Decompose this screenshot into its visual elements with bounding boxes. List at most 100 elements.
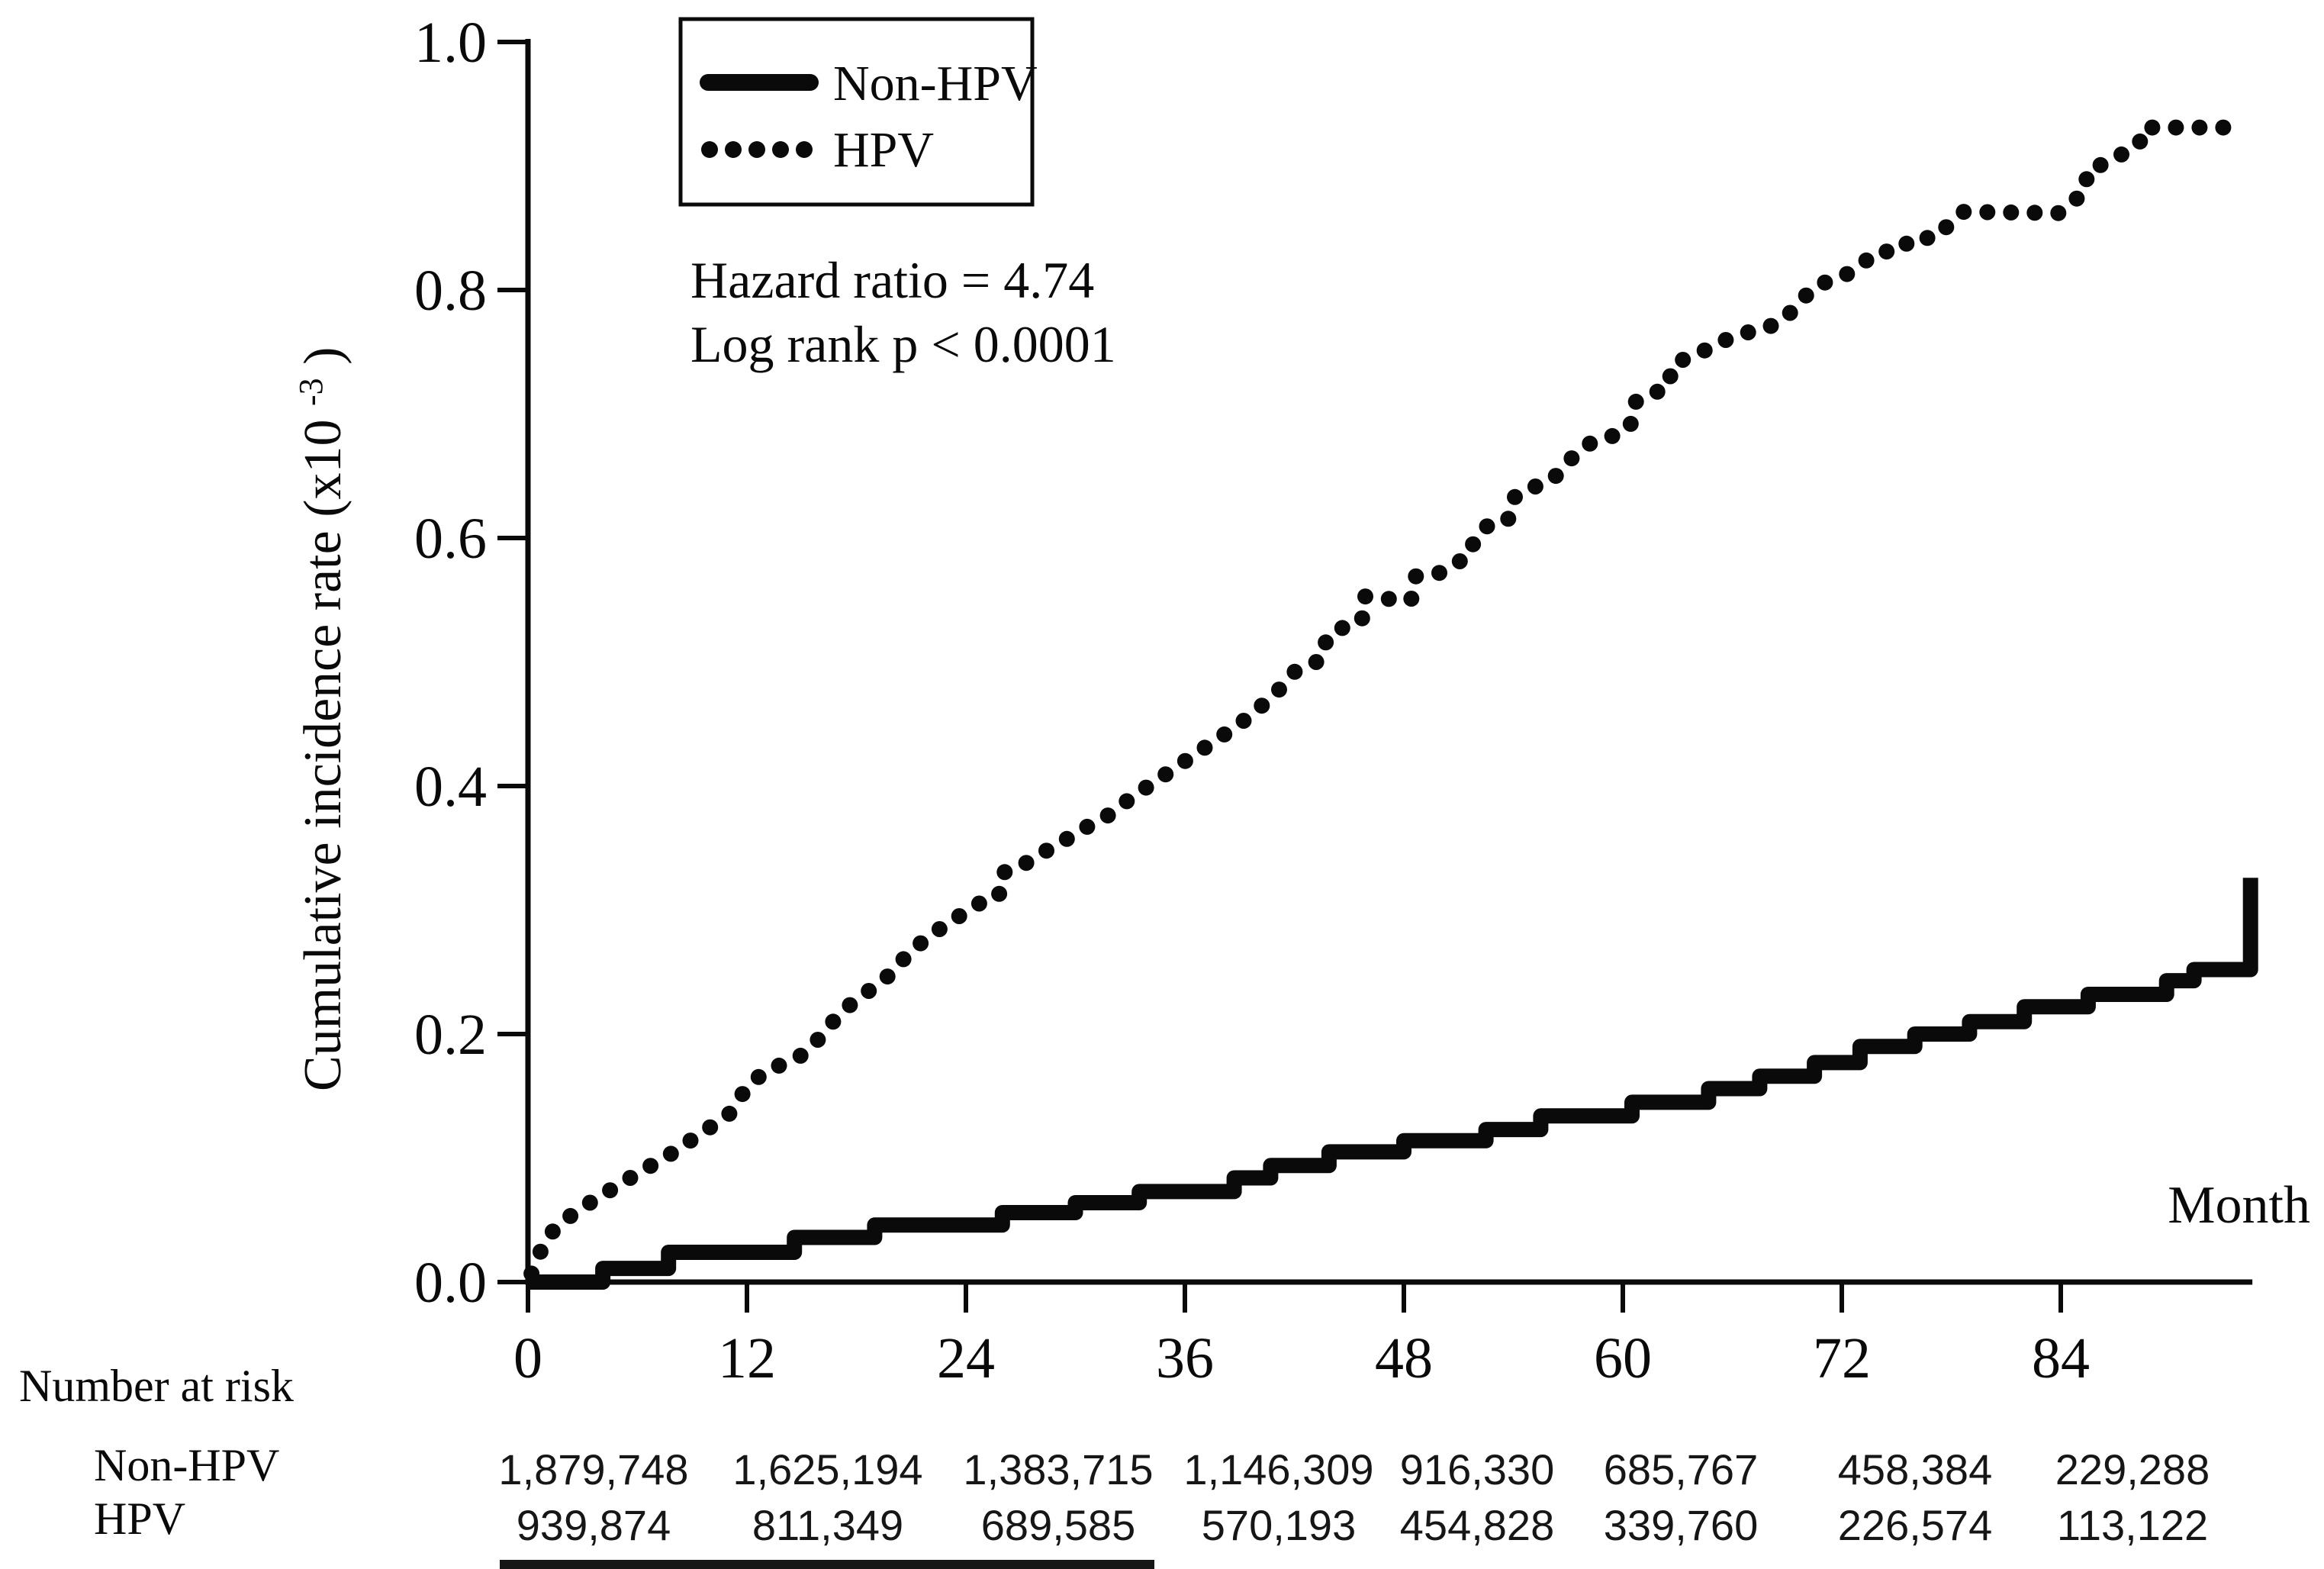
hpv-dot (1662, 368, 1679, 385)
hpv-dot (792, 1047, 809, 1064)
hpv-dot (544, 1223, 561, 1240)
hpv-dot (2026, 205, 2043, 221)
hpv-dot (1357, 588, 1373, 605)
hpv-dot (771, 1057, 787, 1074)
hpv-dot (913, 935, 929, 952)
x-tick-label: 48 (1375, 1326, 1433, 1390)
hpv-dot (682, 1132, 699, 1149)
hpv-dot (1582, 435, 1598, 452)
hpv-dot (991, 885, 1008, 902)
hpv-dot (1627, 393, 1644, 410)
hpv-dot (1099, 807, 1116, 824)
non-hpv-step-curve (528, 878, 2258, 1290)
hpv-dot (1286, 663, 1303, 680)
y-tick-label: 0.0 (414, 1251, 487, 1315)
risk-count: 1,146,309 (1183, 1445, 1373, 1493)
hpv-dot (602, 1182, 619, 1199)
risk-row-label-hpv: HPV (94, 1493, 185, 1544)
stats-annotation: Hazard ratio = 4.74 Log rank p < 0.0001 (690, 251, 1116, 373)
hpv-dot (1798, 287, 1814, 304)
hpv-dot (1235, 713, 1252, 729)
hpv-dot (1604, 427, 1621, 444)
hpv-dot (2078, 171, 2095, 188)
x-tick-label: 84 (2032, 1326, 2090, 1390)
hpv-dot (879, 968, 896, 985)
hpv-dot (810, 1032, 826, 1048)
risk-count: 113,122 (2057, 1501, 2208, 1549)
hpv-dot (1038, 842, 1054, 859)
y-tick-label: 0.4 (414, 755, 487, 819)
x-tick-label: 24 (937, 1326, 995, 1390)
legend-label-non-hpv: Non-HPV (833, 56, 1038, 111)
cropped-text-artifact (500, 1560, 1154, 1569)
hpv-dot (1431, 565, 1447, 582)
hpv-dot (1817, 274, 1833, 291)
hpv-dot (1176, 752, 1193, 769)
risk-count: 916,330 (1400, 1445, 1554, 1493)
hazard-ratio-text: Hazard ratio = 4.74 (690, 251, 1094, 309)
hpv-dot (1500, 511, 1517, 527)
plot-dynamic-layer: 0.0 0.2 0.4 0.6 0.8 1.0 0 12 24 36 48 60 72 84 1,879,7… (414, 11, 2258, 1549)
y-tick-label: 0.2 (414, 1003, 487, 1067)
x-tick-label: 60 (1594, 1326, 1652, 1390)
hpv-dot (1479, 518, 1495, 535)
hpv-dot (622, 1170, 639, 1186)
hpv-dot (2215, 119, 2232, 136)
hpv-dot (2050, 205, 2067, 221)
hpv-dot (750, 1068, 767, 1085)
y-axis-title: Cumulative incidence rate (x10 -3 ) (275, 347, 352, 1091)
hpv-dot (662, 1145, 679, 1162)
hpv-dot (1380, 591, 1397, 607)
hpv-dot (1079, 818, 1096, 835)
hpv-dot (951, 908, 967, 924)
risk-count: 229,288 (2055, 1445, 2210, 1493)
risk-count: 454,828 (1400, 1501, 1554, 1549)
hpv-dot (1254, 698, 1270, 714)
risk-count: 811,349 (752, 1501, 903, 1549)
risk-count: 570,193 (1202, 1501, 1356, 1549)
hpv-dot (2132, 133, 2149, 150)
risk-count: 1,879,748 (498, 1445, 688, 1493)
hpv-dot (1547, 468, 1564, 485)
hpv-dot (1898, 235, 1915, 252)
y-tick-label: 0.8 (414, 259, 487, 323)
log-rank-text: Log rank p < 0.0001 (690, 315, 1116, 373)
x-tick-label: 12 (718, 1326, 776, 1390)
hpv-dot (1465, 536, 1482, 553)
risk-count: 226,574 (1838, 1501, 1992, 1549)
hpv-dot (996, 864, 1013, 881)
risk-count: 689,585 (981, 1501, 1135, 1549)
hpv-dot (2191, 119, 2208, 136)
hpv-dot (1858, 252, 1875, 269)
hpv-dot (1507, 488, 1523, 505)
legend-label-hpv: HPV (833, 122, 934, 178)
hpv-dot (2168, 119, 2184, 136)
hpv-dot (1354, 610, 1370, 627)
x-tick-label: 0 (513, 1326, 542, 1390)
hpv-dot (825, 1013, 842, 1030)
hpv-dot (1979, 204, 1996, 221)
hpv-dot (1649, 383, 1666, 400)
hpv-dot (1839, 266, 1856, 282)
hpv-dot (1196, 739, 1213, 756)
x-tick-label: 36 (1156, 1326, 1214, 1390)
hpv-dot (895, 951, 912, 968)
hpv-dot (1622, 415, 1639, 432)
hpv-dot (2003, 204, 2020, 221)
hpv-dot (1119, 793, 1135, 810)
hpv-dot (1938, 219, 1955, 236)
hpv-dot (2113, 146, 2129, 163)
hpv-dot (1403, 591, 1420, 607)
hpv-dot (1782, 304, 1798, 321)
hpv-dot (642, 1158, 659, 1174)
hpv-dot (1157, 766, 1174, 783)
hpv-dot (861, 983, 877, 999)
risk-count: 339,760 (1604, 1501, 1758, 1549)
x-tick-label: 72 (1813, 1326, 1871, 1390)
y-tick-label: 1.0 (414, 11, 487, 75)
hpv-dot (1308, 654, 1325, 670)
risk-table-title: Number at risk (19, 1361, 294, 1411)
